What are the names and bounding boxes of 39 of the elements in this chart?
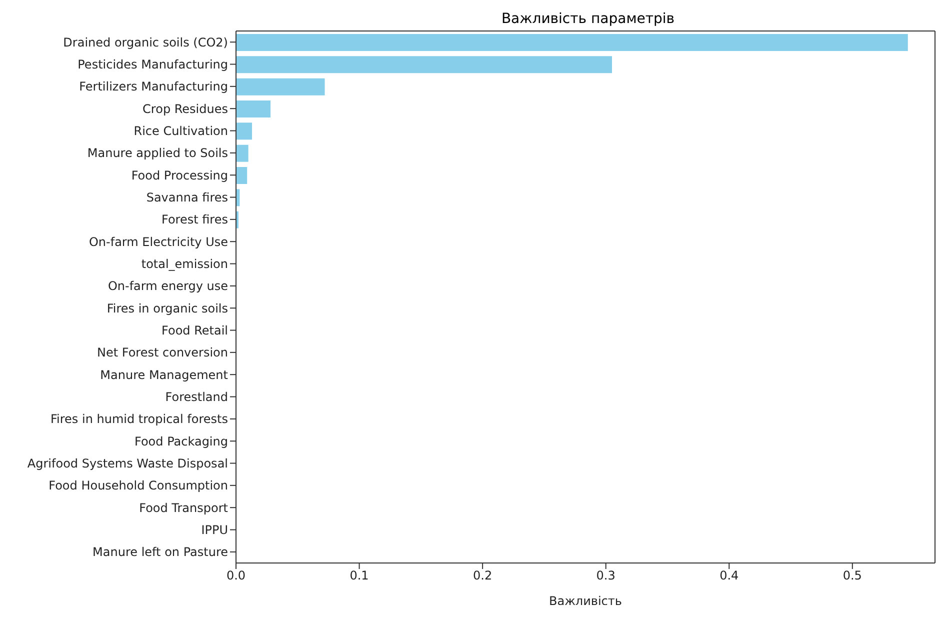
y-tick-label: Crop Residues <box>142 102 228 116</box>
y-tick-label: Agrifood Systems Waste Disposal <box>27 456 228 471</box>
y-tick-label: Fertilizers Manufacturing <box>79 80 228 94</box>
y-tick-label: Fires in humid tropical forests <box>50 412 228 426</box>
y-tick-label: Savanna fires <box>146 190 228 205</box>
bar <box>236 34 908 51</box>
bar <box>236 56 612 74</box>
x-axis-title: Важливість <box>549 594 622 608</box>
x-tick-label: 0.3 <box>596 568 616 583</box>
y-tick-label: Food Retail <box>162 324 228 338</box>
y-tick-label: Pesticides Manufacturing <box>78 58 228 72</box>
bar <box>236 144 248 162</box>
y-tick-label: total_emission <box>141 257 228 272</box>
bar <box>236 100 271 118</box>
bar <box>236 122 252 140</box>
x-tick-label: 0.1 <box>350 568 369 583</box>
x-tick-label: 0.0 <box>226 568 246 583</box>
y-tick-label: Fires in organic soils <box>106 301 228 316</box>
x-tick-label: 0.4 <box>720 568 739 583</box>
y-tick-label: Food Transport <box>139 500 228 515</box>
y-tick-label: Drained organic soils (CO2) <box>63 35 228 50</box>
x-tick-label: 0.2 <box>473 568 492 583</box>
y-tick-label: Manure applied to Soils <box>87 146 228 160</box>
bar <box>236 78 325 96</box>
y-tick-label: Food Processing <box>131 168 228 182</box>
y-tick-label: On-farm Electricity Use <box>88 234 228 249</box>
y-tick-label: Forest fires <box>161 212 228 227</box>
y-tick-label: Food Household Consumption <box>48 478 228 493</box>
y-tick-label: Net Forest conversion <box>96 346 228 360</box>
y-tick-label: Rice Cultivation <box>134 124 228 138</box>
y-tick-label: Forestland <box>165 390 228 404</box>
chart-title: Важливість параметрів <box>500 10 676 29</box>
y-tick-label: Food Packaging <box>134 434 228 448</box>
x-tick-label: 0.5 <box>842 568 862 583</box>
y-tick-label: IPPU <box>201 523 228 538</box>
y-tick-label: Manure left on Pasture <box>92 545 228 560</box>
y-tick-label: On-farm energy use <box>108 279 228 294</box>
bar <box>236 167 248 184</box>
y-tick-label: Manure Management <box>100 368 228 382</box>
